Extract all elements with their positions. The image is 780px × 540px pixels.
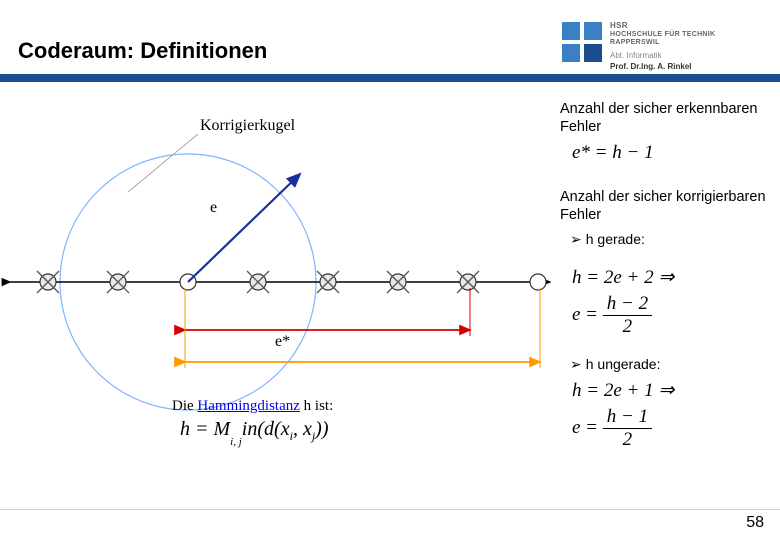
hamming-pre: Die [172,398,197,414]
odd-f2-num: h − 1 [603,406,652,429]
logo-line1: HSR [610,22,628,31]
detectable-errors-formula: e* = h − 1 [572,142,770,164]
slide-title: Coderaum: Definitionen [18,38,267,64]
logo-sub2: Prof. Dr.Ing. A. Rinkel [610,62,692,71]
hamming-formula: h = Mi, jin(d(xi, xj)) [180,418,329,448]
hamming-link[interactable]: Hammingdistanz [197,398,299,414]
right-column: Anzahl der sicher erkennbaren Fehler e* … [560,82,770,532]
even-formula-2: e = h − 22 [572,293,770,338]
page-number: 58 [746,514,764,532]
odd-f1-lhs: h = 2e + 1 ⇒ [572,380,674,401]
bullet-h-odd: h ungerade: [570,356,770,373]
even-formula-1: h = 2e + 2 ⇒ [572,266,770,289]
hamming-post: h ist: [300,398,333,414]
odd-formula-1: h = 2e + 1 ⇒ [572,379,770,402]
logo-line2: HOCHSCHULE FÜR TECHNIK [610,31,715,39]
slide-header: Coderaum: Definitionen HSR HOCHSCHULE FÜ… [0,0,780,82]
footer-divider [0,509,780,510]
svg-text:Korrigierkugel: Korrigierkugel [200,117,296,134]
svg-text:e*: e* [275,333,290,350]
odd-f2-den: 2 [603,429,652,451]
bullet-h-even: h gerade: [570,231,770,248]
even-f2-num: h − 2 [603,293,652,316]
even-f2-den: 2 [603,316,652,338]
odd-formula-2: e = h − 12 [572,406,770,451]
hamming-distance-label: Die Hammingdistanz h ist: [172,398,333,415]
coderaum-diagram: Korrigierkugel e e* [0,82,560,532]
svg-text:e: e [210,199,217,216]
logo-sub1: Abt. Informatik [610,52,662,61]
correctable-errors-title: Anzahl der sicher korrigierbaren Fehler [560,188,770,224]
hsr-logo: HSR HOCHSCHULE FÜR TECHNIK RAPPERSWIL Ab… [562,20,772,75]
detectable-errors-title: Anzahl der sicher erkennbaren Fehler [560,100,770,136]
logo-line3: RAPPERSWIL [610,39,660,47]
even-f1-lhs: h = 2e + 2 ⇒ [572,267,674,288]
slide-content: Korrigierkugel e e* Die Hammingdistanz h i… [0,82,780,532]
